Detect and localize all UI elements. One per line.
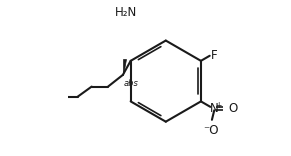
Text: H₂N: H₂N bbox=[115, 6, 137, 19]
Text: abs: abs bbox=[124, 79, 139, 88]
Text: ⁻O: ⁻O bbox=[203, 124, 219, 136]
Text: F: F bbox=[211, 49, 218, 62]
Text: N: N bbox=[210, 102, 219, 115]
Polygon shape bbox=[123, 59, 126, 75]
Text: O: O bbox=[228, 102, 237, 115]
Text: +: + bbox=[215, 101, 221, 110]
